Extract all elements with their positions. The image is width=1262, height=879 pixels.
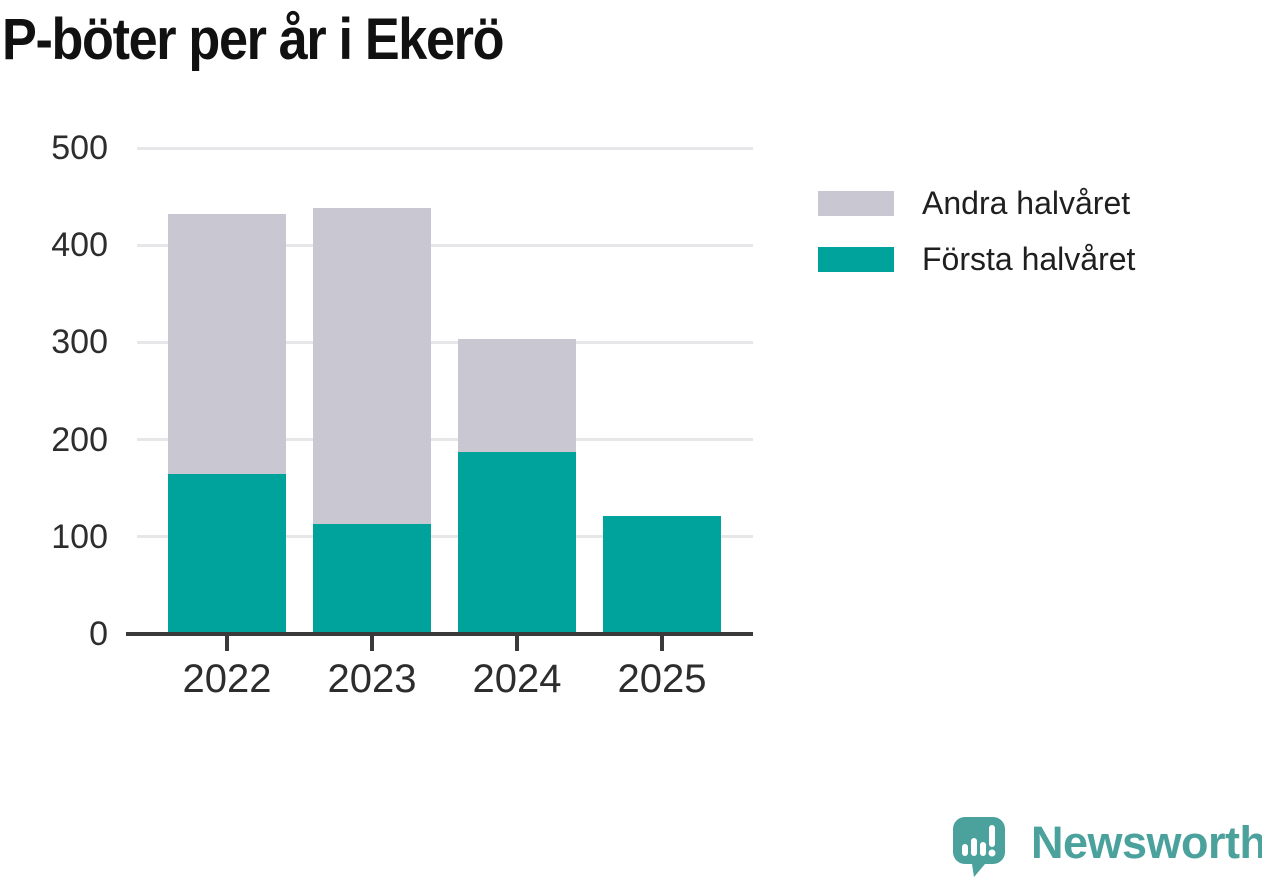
x-axis-tick-label-2024: 2024: [472, 657, 562, 701]
legend-swatch-second-half: [818, 191, 894, 216]
bar-segment-first-half-2025: [603, 516, 721, 634]
newsworthy-logo-icon: [953, 817, 1005, 877]
legend-swatch-first-half: [818, 247, 894, 272]
bar-segment-first-half-2022: [168, 473, 286, 634]
legend-label: Första halvåret: [922, 241, 1136, 277]
gridline-200: [137, 438, 753, 442]
brand-name: Newsworthy: [1031, 817, 1262, 868]
gridline-500: [137, 146, 753, 150]
y-axis-tick-label: 200: [51, 420, 108, 459]
bar-segment-second-half-2022: [168, 214, 286, 474]
bar-segment-second-half-2023: [313, 208, 431, 525]
chart-title: P-böter per år i Ekerö: [2, 7, 505, 72]
y-axis-tick-label: 500: [51, 129, 108, 167]
x-axis-tick-2022: [225, 636, 229, 651]
x-axis-tick-label-2022: 2022: [182, 657, 272, 701]
x-axis-tick-2024: [515, 636, 519, 651]
x-axis-tick-2025: [660, 636, 664, 651]
x-axis-tick-2023: [370, 636, 374, 651]
gridline-100: [137, 535, 753, 539]
bar-segment-first-half-2024: [458, 452, 576, 634]
x-axis-baseline: [126, 632, 753, 636]
x-axis-tick-label-2025: 2025: [617, 657, 707, 701]
gridline-400: [137, 243, 753, 247]
y-axis-tick-label: 400: [51, 226, 108, 265]
x-axis-tick-label-2023: 2023: [327, 657, 417, 701]
newsworthy-brand-footer: Newsworthy: [953, 815, 1262, 877]
y-axis-tick-label: 300: [51, 323, 108, 362]
bar-segment-second-half-2024: [458, 338, 576, 453]
y-axis-tick-label: 100: [51, 517, 108, 556]
bar-segment-first-half-2023: [313, 524, 431, 634]
legend-label: Andra halvåret: [922, 185, 1131, 221]
y-axis-tick-label: 0: [89, 615, 108, 653]
gridline-300: [137, 340, 753, 344]
